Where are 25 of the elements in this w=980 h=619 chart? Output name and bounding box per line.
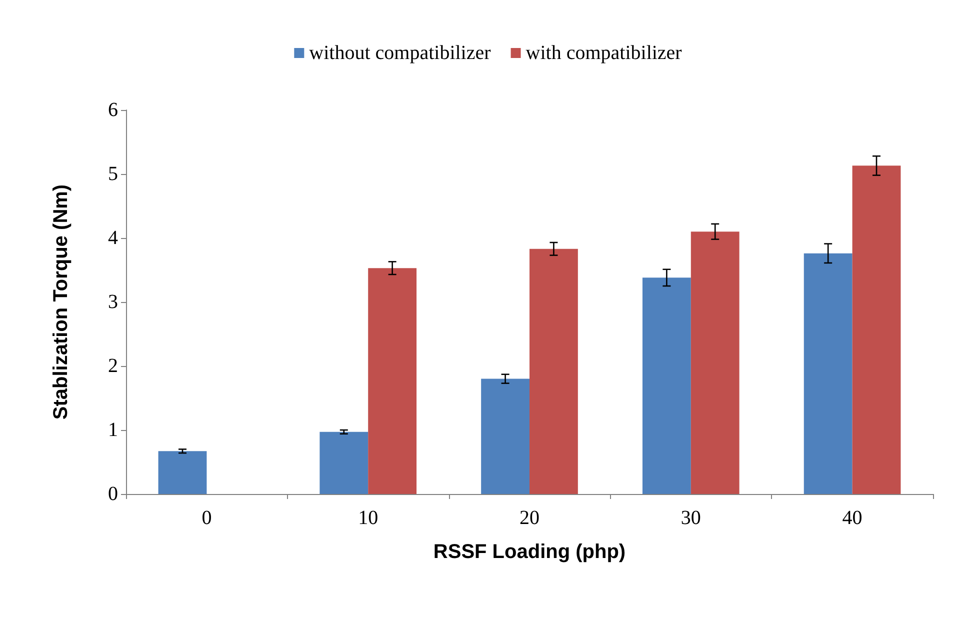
legend-label: without compatibilizer — [309, 42, 492, 64]
y-tick-label: 4 — [108, 227, 118, 249]
bar — [320, 432, 368, 494]
bar — [368, 268, 417, 494]
y-tick-label: 1 — [108, 419, 118, 441]
y-axis-title: Stablization Torque (Nm) — [50, 184, 72, 420]
bar — [158, 451, 207, 494]
x-axis-title: RSSF Loading (php) — [433, 541, 626, 563]
y-tick-label: 3 — [108, 291, 118, 313]
y-tick-label: 6 — [108, 99, 118, 121]
bar — [642, 278, 691, 494]
bar — [530, 248, 578, 494]
bar — [481, 378, 530, 494]
x-tick-label: 20 — [520, 507, 540, 529]
bar — [804, 253, 852, 494]
bar — [690, 232, 740, 494]
bar — [852, 166, 901, 494]
legend-label: with compatibilizer — [526, 42, 682, 64]
y-tick-label: 0 — [108, 483, 118, 505]
x-tick-label: 0 — [202, 507, 212, 529]
x-tick-label: 40 — [842, 507, 862, 529]
x-tick-label: 30 — [680, 507, 701, 529]
y-tick-label: 2 — [108, 355, 118, 377]
x-tick-label: 10 — [358, 507, 378, 529]
y-tick-label: 5 — [108, 163, 118, 185]
